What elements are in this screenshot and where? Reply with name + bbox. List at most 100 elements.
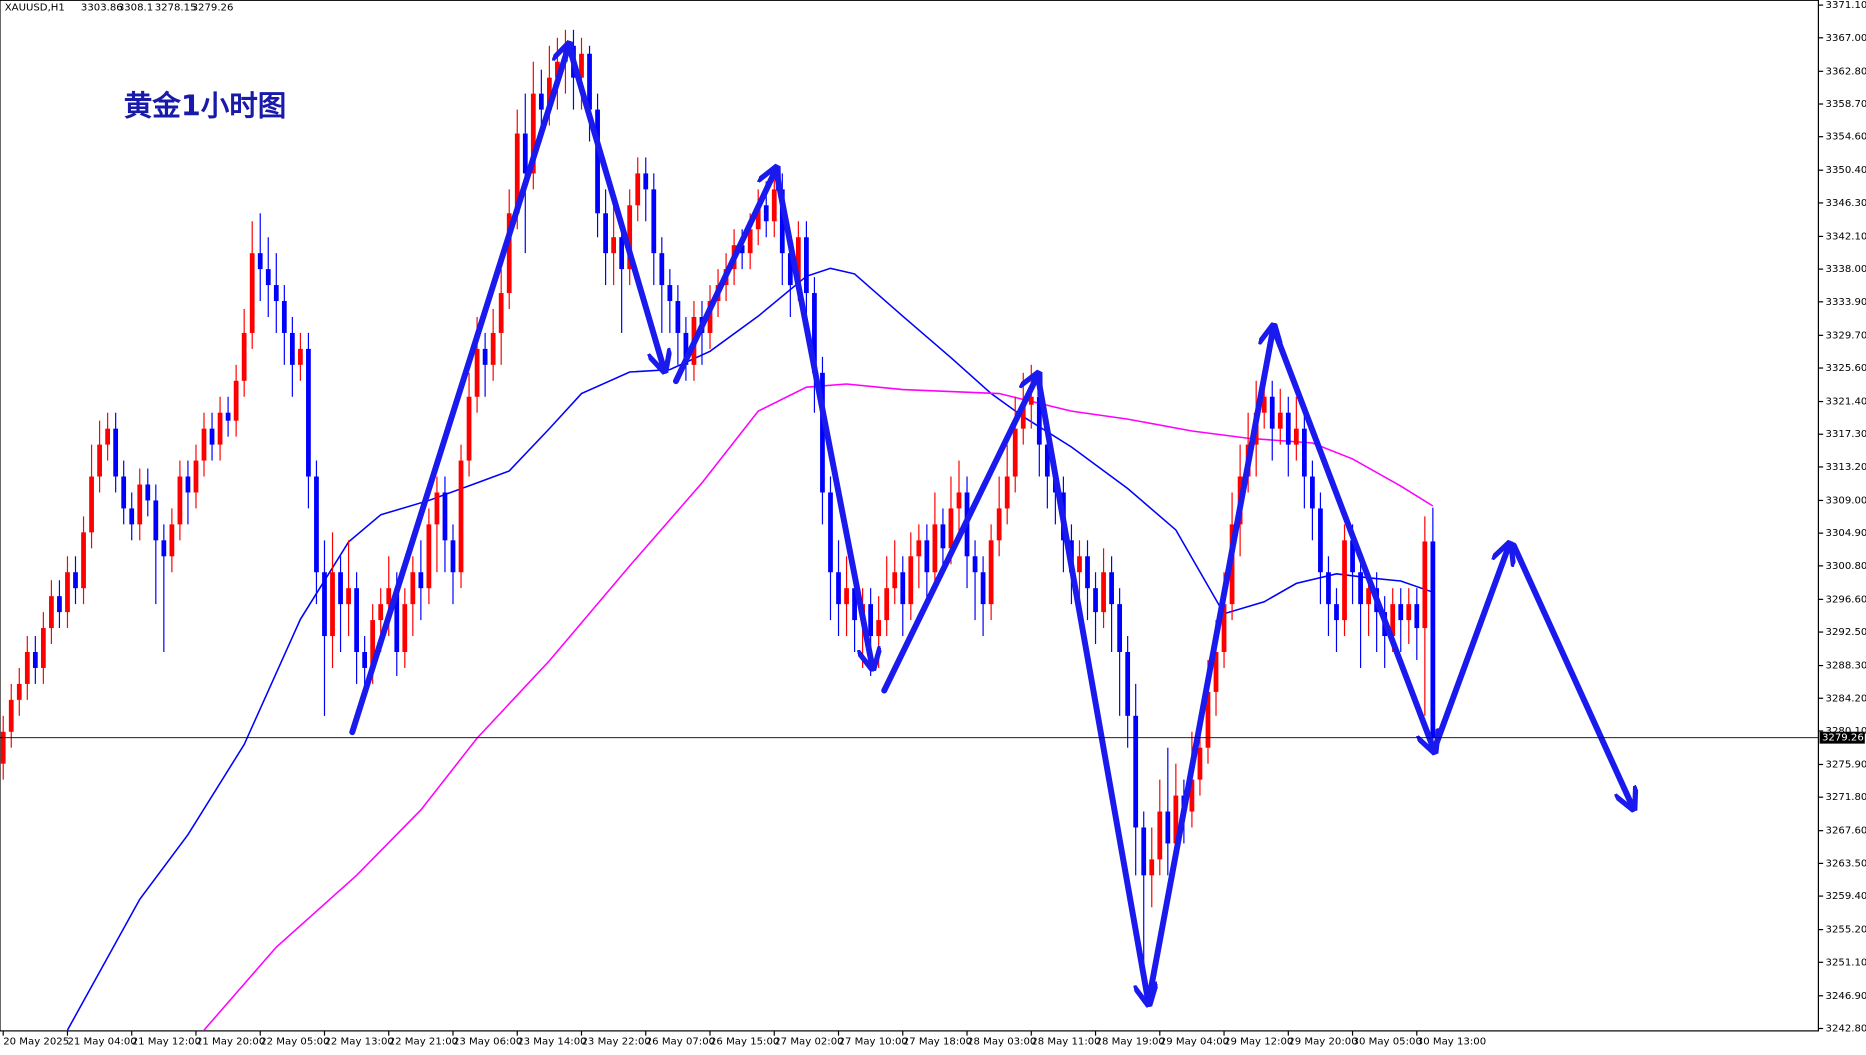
candle-body — [225, 412, 231, 421]
candle-body — [514, 133, 520, 214]
candle-body — [1221, 604, 1227, 653]
arrow — [881, 375, 1038, 694]
candle-body — [1422, 541, 1428, 629]
candle-body — [763, 205, 769, 222]
candle-body — [249, 253, 255, 333]
candle-body — [1326, 572, 1331, 605]
x-tick-label: 28 May 11:00 — [1031, 1037, 1100, 1048]
ohlc-close: 3279.26 — [192, 2, 234, 13]
candle-body — [579, 53, 584, 78]
candle-body — [378, 604, 384, 621]
x-tick-label: 21 May 04:00 — [67, 1037, 136, 1048]
candle-body — [948, 508, 954, 549]
candle-body — [1406, 604, 1412, 621]
y-tick-label: 3371.10 — [1826, 0, 1866, 11]
candle-body — [450, 540, 456, 573]
candle-body — [828, 492, 833, 573]
candle-body — [330, 572, 335, 637]
candle-body — [81, 532, 86, 589]
candle-body — [635, 173, 641, 206]
candle-body — [643, 173, 649, 190]
annotation: 黄金1小时图 — [124, 88, 287, 122]
candle-body — [145, 484, 151, 501]
y-tick-label: 3309.00 — [1826, 495, 1866, 506]
x-tick-label: 28 May 03:00 — [967, 1037, 1036, 1048]
y-tick-label: 3288.30 — [1826, 661, 1866, 672]
candle-body — [322, 572, 327, 637]
candle-body — [1085, 556, 1090, 589]
candle-body — [8, 699, 14, 732]
candle-body — [1004, 476, 1010, 509]
candle-body — [972, 556, 978, 573]
y-tick-label: 3259.40 — [1826, 891, 1866, 902]
candle-body — [1012, 428, 1018, 477]
candle-body — [1077, 556, 1082, 573]
y-tick-label: 3338.00 — [1826, 264, 1866, 275]
candle-body — [900, 572, 906, 605]
ohlc-low: 3278.15 — [155, 2, 197, 13]
candle-body — [779, 189, 785, 254]
candle-body — [16, 683, 22, 700]
candle-body — [338, 572, 343, 605]
candle-body — [161, 540, 167, 557]
candle-body — [410, 572, 416, 605]
candle-body — [153, 500, 159, 541]
y-tick-label: 3342.10 — [1826, 231, 1866, 242]
y-tick-label: 3313.20 — [1826, 462, 1866, 473]
candle-body — [40, 628, 46, 668]
candle-body — [1366, 588, 1371, 605]
candle-body — [916, 540, 922, 557]
candle-body — [884, 588, 890, 621]
candle-body — [1261, 396, 1267, 413]
y-tick-label: 3263.50 — [1826, 858, 1866, 869]
candle-body — [739, 245, 745, 254]
candle-body — [988, 540, 994, 605]
candle-body — [1277, 412, 1283, 429]
candle-body — [137, 484, 143, 525]
candle-body — [1334, 604, 1339, 621]
x-tick-label: 21 May 12:00 — [132, 1037, 201, 1048]
x-tick-label: 30 May 13:00 — [1417, 1037, 1486, 1048]
x-tick-label: 27 May 02:00 — [774, 1037, 843, 1048]
candle-body — [836, 572, 841, 605]
candle-body — [354, 588, 359, 653]
y-tick-label: 3367.00 — [1826, 33, 1866, 44]
candle-body — [474, 348, 480, 397]
candle-body — [281, 301, 287, 333]
candle-body — [24, 652, 30, 684]
candle-body — [1117, 604, 1123, 653]
last-price-label: 3279.26 — [1822, 733, 1864, 744]
plot-area — [0, 0, 1819, 1032]
y-tick-label: 3267.60 — [1826, 826, 1866, 837]
x-tick-label: 22 May 13:00 — [324, 1037, 393, 1048]
candle-body — [442, 492, 448, 541]
candle-body — [1125, 652, 1131, 716]
candle-body — [546, 77, 552, 110]
candle-body — [386, 588, 392, 605]
candle-body — [217, 412, 223, 445]
candle-body — [1430, 541, 1436, 738]
candle-body — [1036, 396, 1042, 445]
candle-body — [0, 731, 6, 764]
candle-body — [482, 348, 488, 365]
y-tick-label: 3304.90 — [1826, 528, 1866, 539]
candle-body — [1269, 396, 1275, 429]
candle-body — [1213, 652, 1219, 692]
candle-body — [1189, 779, 1195, 812]
x-tick-label: 29 May 12:00 — [1224, 1037, 1293, 1048]
y-tick-label: 3300.80 — [1826, 561, 1866, 572]
y-tick-label: 3350.40 — [1826, 165, 1866, 176]
candle-body — [996, 508, 1002, 541]
candle-body — [346, 588, 351, 605]
y-tick-label: 3325.60 — [1826, 363, 1866, 374]
arrow — [1510, 542, 1633, 807]
y-tick-label: 3246.90 — [1826, 991, 1866, 1002]
candle-body — [105, 428, 111, 445]
candle-body — [1101, 572, 1106, 613]
x-tick-label: 29 May 20:00 — [1288, 1037, 1357, 1048]
candle-body — [659, 253, 665, 286]
y-tick-label: 3317.30 — [1826, 429, 1866, 440]
candle-body — [1205, 691, 1211, 748]
candle-body — [555, 61, 560, 78]
